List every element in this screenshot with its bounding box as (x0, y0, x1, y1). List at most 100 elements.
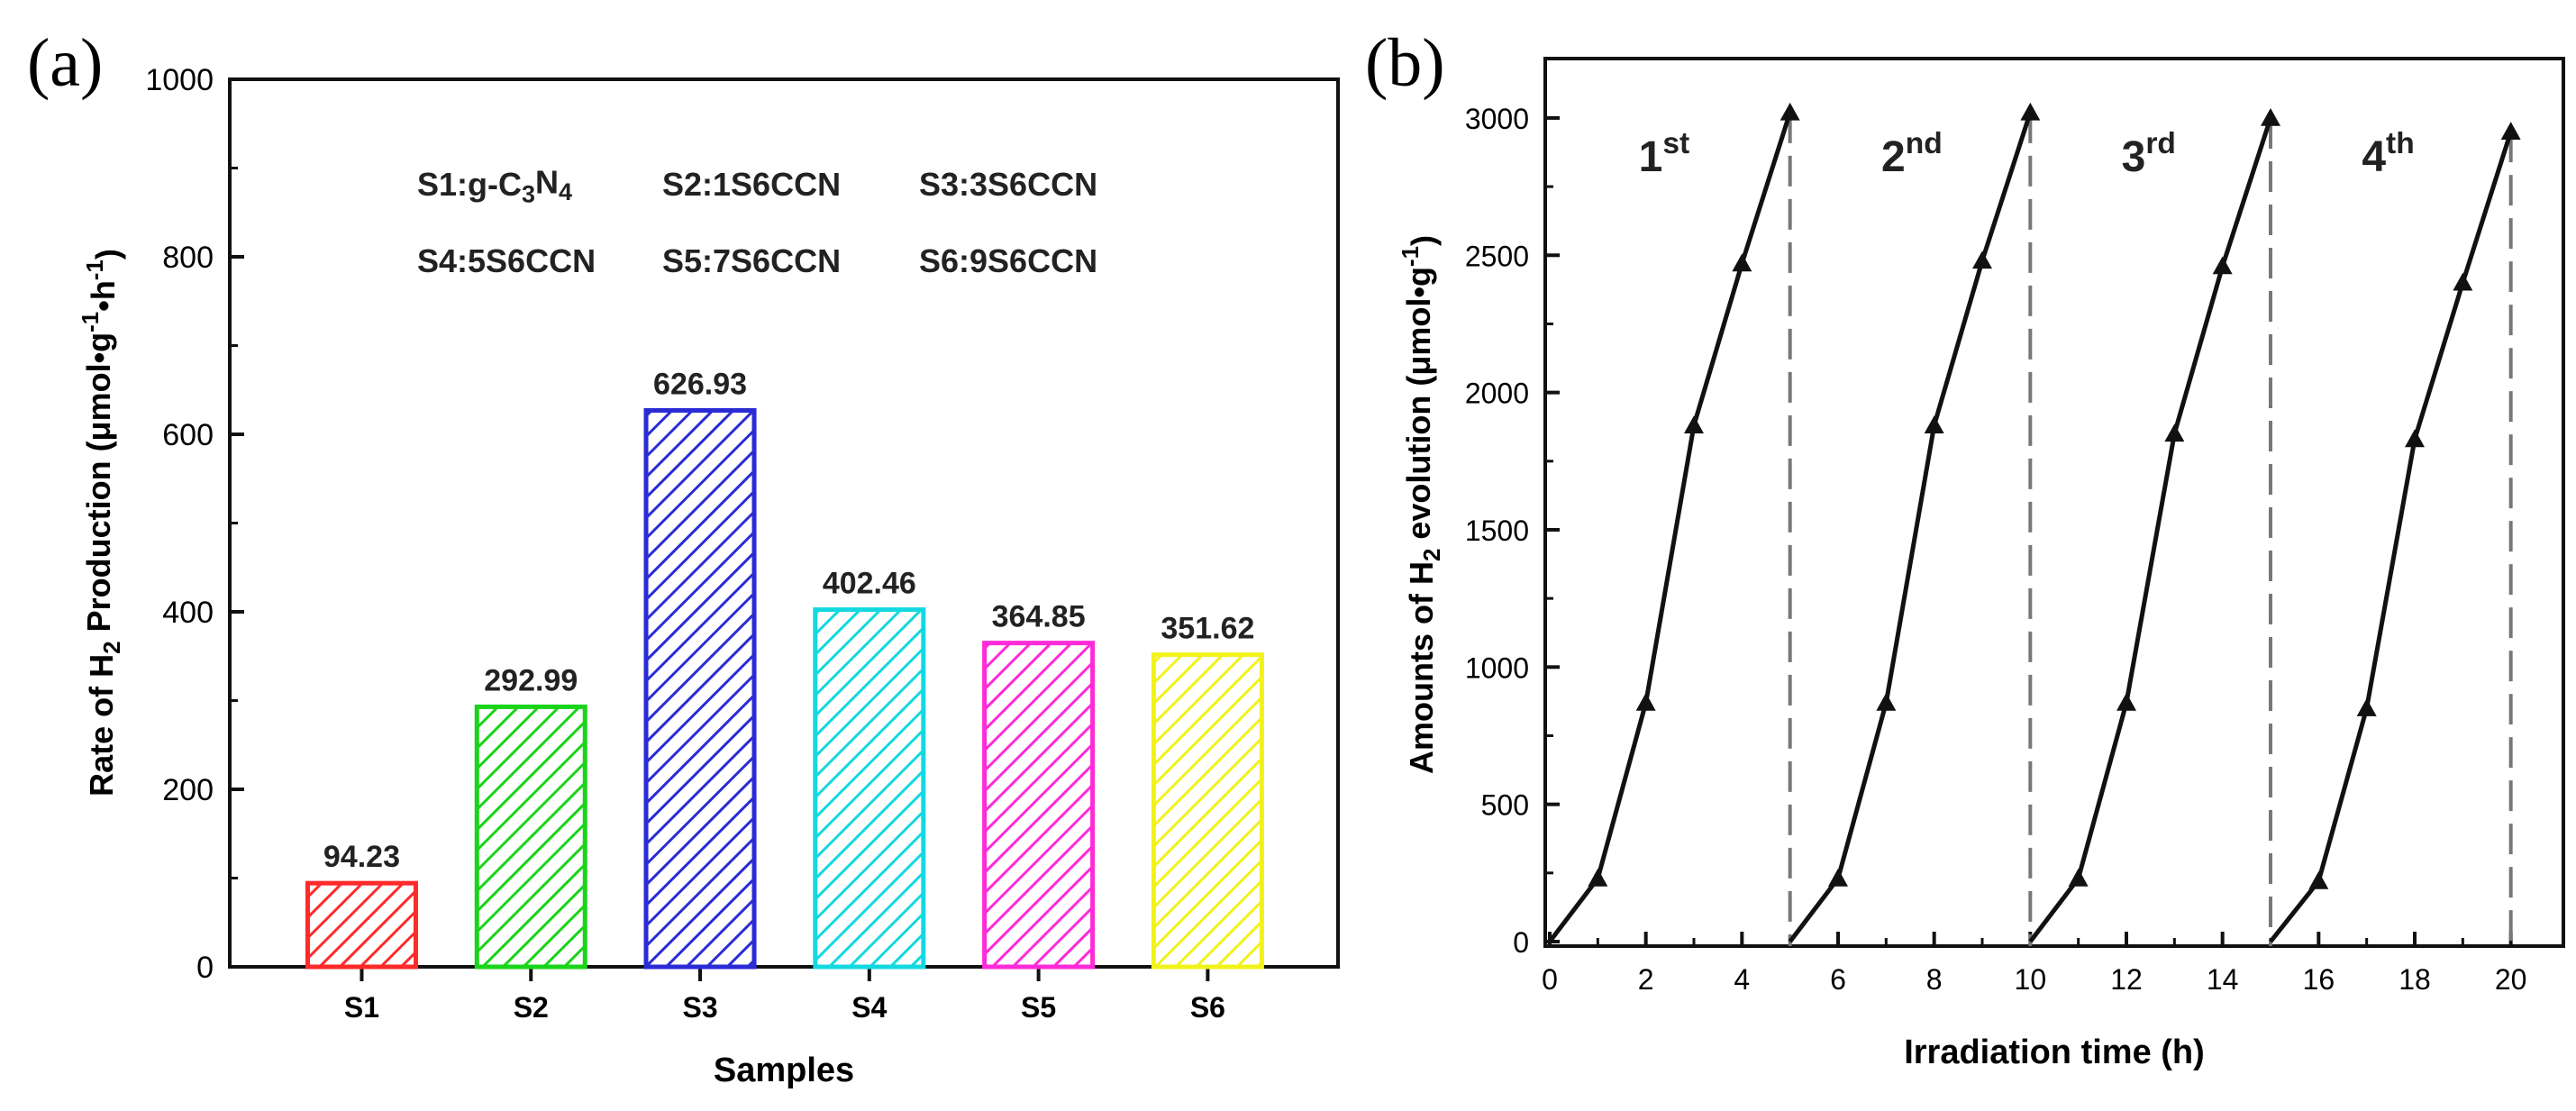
text-part: ) (1405, 235, 1442, 246)
panel-a-legend: S1:g-C3N4 S2:1S6CCN S3:3S6CCN S4:5S6CCN S5:7… (417, 163, 1097, 279)
bar-value-label: 351.62 (1161, 612, 1254, 646)
panel-b-cycle-labels: 1st 2nd 3rd 4th (1639, 127, 2415, 181)
cycle-label-base: 3 (2122, 133, 2146, 181)
panel-b-series (1548, 102, 2521, 943)
data-point (1588, 868, 1608, 887)
series-line-1st (1548, 112, 1793, 943)
bar-s5 (982, 641, 1096, 970)
cycle-label-3rd: 3rd (2122, 127, 2176, 181)
data-point (1732, 253, 1752, 272)
text-part: Rate of H (83, 654, 120, 797)
x-tick-label: 20 (2495, 963, 2527, 996)
text-part: 2 (1420, 549, 1445, 561)
data-point (2212, 256, 2233, 275)
data-point (2068, 868, 2089, 887)
bar-value-label: 626.93 (653, 367, 747, 401)
bar-value-label: 364.85 (992, 600, 1086, 634)
panel-a-ylabel: Rate of H2 Production (μmol•g-1•h-1) (78, 249, 126, 797)
bar-s4 (813, 607, 926, 970)
x-tick-label: S1 (344, 991, 379, 1024)
x-tick-label: S3 (682, 991, 717, 1024)
series-line-3rd (2028, 117, 2273, 943)
data-point (1972, 250, 1992, 269)
text-part: S6:9S6CCN (919, 242, 1097, 279)
data-point (1780, 102, 1800, 121)
cycle-label-2nd: 2nd (1881, 127, 1943, 181)
data-point (1876, 692, 1897, 711)
panel-a-x-axis: S1 S2 S3 S4 S5 S6 (344, 967, 1225, 1024)
panel-a-xlabel: Samples (714, 1052, 854, 1089)
data-point (2116, 692, 2136, 711)
y-tick-label: 2500 (1465, 240, 1529, 272)
text-part: Amounts of H (1403, 561, 1440, 774)
x-tick-label: 16 (2303, 963, 2335, 996)
text-part: -1 (1398, 246, 1424, 267)
cycle-label-sup: nd (1906, 127, 1943, 160)
data-point (2020, 102, 2041, 121)
x-tick-label: 0 (1542, 963, 1558, 996)
x-tick-label: 12 (2110, 963, 2143, 996)
panel-a-bars: 94.23 292.99 626.93 402.46 364.85 351.62 (305, 367, 1264, 970)
bar-s6 (1151, 652, 1264, 970)
text-part: 3 (522, 181, 535, 208)
data-point (2356, 698, 2377, 716)
y-tick-label: 1000 (1465, 651, 1529, 684)
data-point (1828, 868, 1848, 887)
y-tick-label: 1000 (145, 63, 214, 97)
data-point (2164, 423, 2185, 442)
y-tick-label: 0 (1513, 926, 1529, 959)
panel-b-cycle-dividers (1788, 112, 2513, 946)
cycle-label-1st: 1st (1639, 127, 1690, 181)
data-point (1684, 415, 1704, 433)
x-tick-label: 10 (2015, 963, 2047, 996)
legend-entry: S5:7S6CCN (662, 242, 841, 279)
data-point (2308, 870, 2329, 889)
cycle-label-sup: th (2386, 127, 2415, 160)
panel-b-xlabel: Irradiation time (h) (1904, 1034, 2205, 1071)
legend-entry: S2:1S6CCN (662, 166, 841, 203)
panel-b-x-axis: 0 2 4 6 8 10 12 14 16 18 20 (1542, 932, 2526, 996)
cycle-label-sup: st (1662, 127, 1689, 160)
y-tick-label: 400 (162, 596, 214, 630)
y-tick-label: 800 (162, 241, 214, 275)
y-tick-label: 3000 (1465, 103, 1529, 135)
cycle-label-base: 4 (2362, 133, 2386, 181)
series-line-4th (2269, 131, 2514, 943)
cycle-label-base: 1 (1639, 133, 1663, 181)
y-tick-label: 600 (162, 418, 214, 452)
x-tick-label: 14 (2207, 963, 2239, 996)
text-part: •h (85, 280, 122, 312)
legend-entry: S6:9S6CCN (919, 242, 1097, 279)
legend-entry: S3:3S6CCN (919, 166, 1097, 203)
text-part: S3:3S6CCN (919, 166, 1097, 203)
x-tick-label: S5 (1021, 991, 1056, 1024)
data-point (2500, 122, 2521, 140)
data-point (2405, 429, 2425, 448)
x-tick-label: 6 (1830, 963, 1846, 996)
bar-value-label: 402.46 (823, 567, 916, 601)
y-tick-label: 200 (162, 773, 214, 807)
panel-a-bar-chart: (a) 0 200 400 600 800 1000 S1 S2 S3 S4 S5 S6 94.23… (27, 25, 1340, 1089)
panel-a-label: (a) (27, 25, 103, 101)
bar-s3 (643, 407, 757, 970)
y-tick-label: 0 (196, 951, 214, 985)
text-part: S5:7S6CCN (662, 242, 841, 279)
panel-b-label: (b) (1365, 25, 1445, 101)
cycle-label-4th: 4th (2362, 127, 2414, 181)
x-tick-label: S6 (1190, 991, 1225, 1024)
text-part: ) (89, 249, 126, 260)
text-part: S4:5S6CCN (417, 242, 596, 279)
legend-entry: S4:5S6CCN (417, 242, 596, 279)
bar-value-label: 292.99 (484, 663, 578, 697)
cycle-label-base: 2 (1881, 133, 1906, 181)
x-tick-label: S4 (851, 991, 887, 1024)
panel-a-y-axis: 0 200 400 600 800 1000 (145, 63, 244, 985)
legend-entry: S1:g-C3N4 (417, 163, 572, 207)
data-point (1635, 692, 1656, 711)
bar-s1 (305, 880, 418, 970)
x-tick-label: 18 (2399, 963, 2431, 996)
series-line-2nd (1788, 112, 2033, 943)
text-part: 2 (100, 641, 125, 653)
